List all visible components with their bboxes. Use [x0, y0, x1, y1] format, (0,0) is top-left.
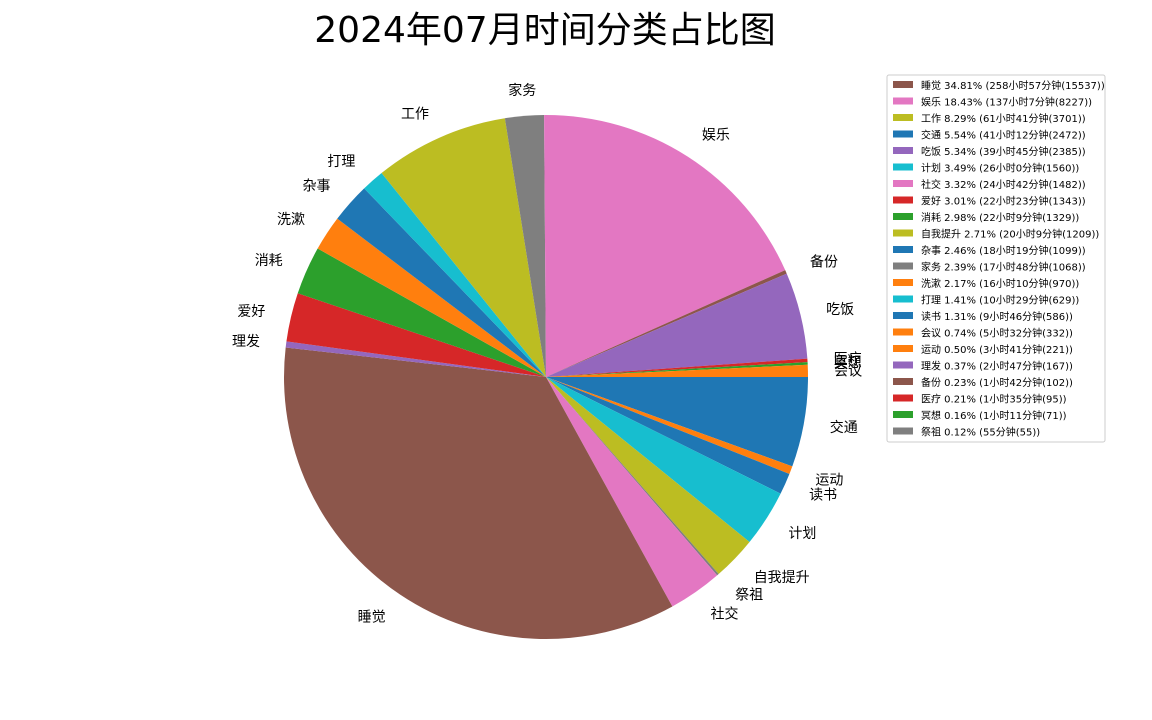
pie-slice [285, 341, 546, 377]
pie-slice [546, 270, 787, 377]
legend-swatch [893, 81, 913, 88]
pie-slice [544, 115, 786, 377]
slice-label: 祭祖 [735, 588, 763, 604]
legend-entry: 会议 0.74% (5小时32分钟(332)) [921, 327, 1073, 340]
pie-slice [546, 377, 750, 575]
legend-entry: 打理 1.41% (10小时29分钟(629)) [921, 294, 1079, 307]
legend-swatch [893, 328, 913, 336]
slice-label: 工作 [401, 107, 429, 123]
legend-swatch [893, 196, 913, 204]
legend-entry: 祭祖 0.12% (55分钟(55)) [921, 426, 1040, 439]
pie-slice [504, 115, 546, 377]
pie-slice [546, 358, 808, 377]
legend-swatch [893, 345, 913, 352]
slice-label: 运动 [815, 473, 843, 489]
pie-slice [381, 118, 546, 377]
slice-label: 读书 [809, 487, 837, 504]
legend-swatch [893, 411, 913, 418]
legend-swatch [893, 394, 913, 402]
slice-label: 洗漱 [277, 212, 305, 228]
slice-label: 冥想 [834, 355, 862, 371]
chart-title: 2024年07月时间分类占比图 [314, 10, 775, 51]
slice-label: 家务 [508, 82, 536, 99]
legend-entry: 工作 8.29% (61小时41分钟(3701)) [921, 112, 1086, 125]
legend-entry: 计划 3.49% (26小时0分钟(1560)) [921, 162, 1079, 175]
slice-label: 打理 [327, 153, 355, 170]
legend-entry: 社交 3.32% (24小时42分钟(1482)) [921, 178, 1086, 191]
slice-label: 爱好 [237, 304, 265, 320]
legend-entry: 吃饭 5.34% (39小时45分钟(2385)) [921, 145, 1086, 158]
slice-label: 备份 [810, 253, 838, 270]
legend-swatch [893, 427, 913, 435]
legend-entry: 自我提升 2.71% (20小时9分钟(1209)) [921, 228, 1099, 241]
pie-slice [546, 364, 808, 377]
pie-slice [546, 362, 808, 377]
pie-slices [284, 115, 808, 639]
legend-swatch [893, 279, 913, 286]
legend-swatch [893, 163, 913, 171]
slice-label: 计划 [788, 526, 816, 542]
legend-entry: 读书 1.31% (9小时46分钟(586)) [921, 310, 1073, 323]
pie-slice [286, 293, 546, 377]
legend-entry: 运动 0.50% (3小时41分钟(221)) [921, 343, 1073, 356]
pie-slice [337, 188, 546, 377]
slice-label: 杂事 [303, 179, 331, 195]
pie-slice [546, 273, 808, 377]
slice-label: 自我提升 [754, 570, 810, 586]
legend-entry: 洗漱 2.17% (16小时10分钟(970)) [921, 277, 1079, 290]
pie-slice [546, 377, 790, 494]
legend-swatch [893, 114, 913, 121]
legend-entry: 家务 2.39% (17小时48分钟(1068)) [921, 261, 1086, 274]
slice-label: 娱乐 [702, 128, 730, 144]
pie-slice [364, 173, 546, 377]
legend-swatch [893, 147, 913, 154]
slice-label: 会议 [834, 363, 862, 379]
pie-slice [546, 377, 718, 607]
legend-swatch [893, 262, 913, 270]
legend-swatch [893, 97, 913, 105]
legend-swatch [893, 295, 913, 303]
legend-entry: 消耗 2.98% (22小时9分钟(1329)) [921, 211, 1079, 224]
legend-entry: 交通 5.54% (41小时12分钟(2472)) [921, 129, 1086, 142]
slice-label: 交通 [830, 419, 858, 436]
pie-slice [546, 377, 793, 474]
pie-slice [284, 347, 673, 639]
pie-slice [546, 377, 781, 542]
slice-label: 睡觉 [358, 609, 386, 625]
legend: 睡觉 34.81% (258小时57分钟(15537)) 娱乐 18.43% (1… [886, 74, 1106, 443]
legend-entry: 爱好 3.01% (22小时23分钟(1343)) [921, 195, 1086, 208]
pie-slice [297, 248, 546, 377]
legend-entry: 理发 0.37% (2小时47分钟(167)) [921, 360, 1073, 373]
legend-swatch [893, 361, 913, 369]
legend-entry: 睡觉 34.81% (258小时57分钟(15537)) [921, 79, 1105, 92]
legend-entry: 医疗 0.21% (1小时35分钟(95)) [921, 393, 1067, 406]
slice-label: 医疗 [834, 352, 862, 368]
slice-label: 社交 [711, 606, 739, 623]
legend-entry: 备份 0.23% (1小时42分钟(102)) [921, 376, 1073, 389]
legend-swatch [893, 229, 913, 237]
legend-entry: 娱乐 18.43% (137小时7分钟(8227)) [921, 96, 1092, 109]
slice-label: 理发 [232, 334, 260, 350]
pie-slice [546, 377, 808, 467]
legend-swatch [893, 378, 913, 385]
legend-swatch [893, 213, 913, 220]
legend-swatch [893, 130, 913, 138]
slice-label: 吃饭 [826, 302, 854, 318]
legend-swatch [893, 246, 913, 253]
legend-entry: 杂事 2.46% (18小时19分钟(1099)) [921, 244, 1086, 257]
legend-swatch [893, 180, 913, 187]
pie-slice [546, 377, 719, 576]
legend-frame [886, 74, 1106, 443]
legend-swatch [893, 312, 913, 319]
pie-slice [317, 218, 546, 377]
slice-label: 消耗 [255, 253, 283, 269]
legend-entry: 冥想 0.16% (1小时11分钟(71)) [921, 409, 1067, 422]
